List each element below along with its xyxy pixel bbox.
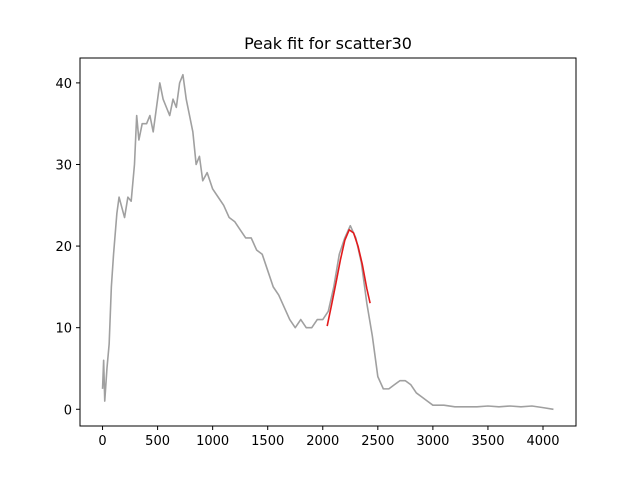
x-tick-label: 2000 (306, 434, 339, 449)
x-tick-label: 3500 (471, 434, 504, 449)
x-tick-label: 1500 (251, 434, 284, 449)
x-tick-label: 3000 (416, 434, 449, 449)
y-tick-label: 40 (55, 77, 72, 92)
y-tick-label: 10 (55, 322, 72, 337)
x-tick-label: 500 (145, 434, 170, 449)
x-tick-label: 0 (98, 434, 106, 449)
x-tick-label: 2500 (361, 434, 394, 449)
series-line (101, 73, 554, 411)
series-line (326, 228, 371, 327)
plot-frame (79, 57, 577, 427)
y-tick-label: 20 (55, 240, 72, 255)
x-tick-label: 4000 (526, 434, 559, 449)
y-tick-label: 0 (64, 403, 72, 418)
y-tick-label: 30 (55, 158, 72, 173)
chart-title: Peak fit for scatter30 (244, 34, 412, 53)
x-tick-label: 1000 (196, 434, 229, 449)
